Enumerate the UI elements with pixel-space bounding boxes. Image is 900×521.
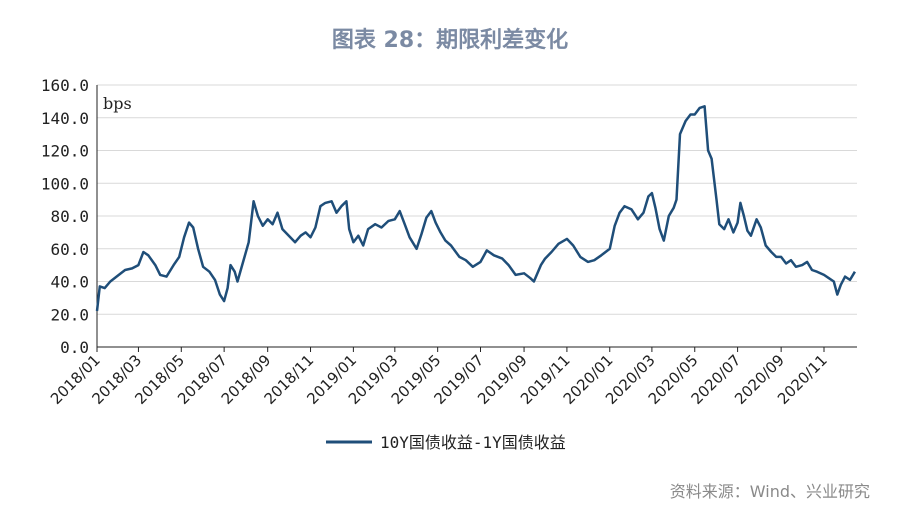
y-tick-label: 20.0 bbox=[50, 305, 89, 324]
y-tick-label: 160.0 bbox=[41, 76, 89, 95]
y-tick-label: 80.0 bbox=[50, 207, 89, 226]
legend: 10Y国债收益-1Y国债收益 bbox=[326, 433, 566, 452]
legend-label: 10Y国债收益-1Y国债收益 bbox=[380, 433, 566, 452]
y-tick-label: 60.0 bbox=[50, 240, 89, 259]
chart-title: 图表 28：期限利差变化 bbox=[331, 28, 569, 53]
y-axis: 0.0 20.0 40.0 60.0 80.0 100.0 120.0 140.0 160.0 bbox=[41, 76, 98, 357]
y-tick-label: 100.0 bbox=[41, 174, 89, 193]
unit-label: bps bbox=[103, 94, 132, 113]
source-note: 资料来源：Wind、兴业研究 bbox=[669, 482, 870, 501]
series-layer bbox=[95, 105, 856, 312]
y-tick-label: 40.0 bbox=[50, 273, 89, 292]
grid-layer bbox=[97, 84, 857, 315]
series-line bbox=[95, 105, 856, 312]
y-tick-label: 0.0 bbox=[60, 338, 89, 357]
y-tick-label: 140.0 bbox=[41, 109, 89, 128]
x-axis: 2018/012018/032018/052018/072018/092018/… bbox=[47, 346, 857, 408]
y-tick-label: 120.0 bbox=[41, 142, 89, 161]
